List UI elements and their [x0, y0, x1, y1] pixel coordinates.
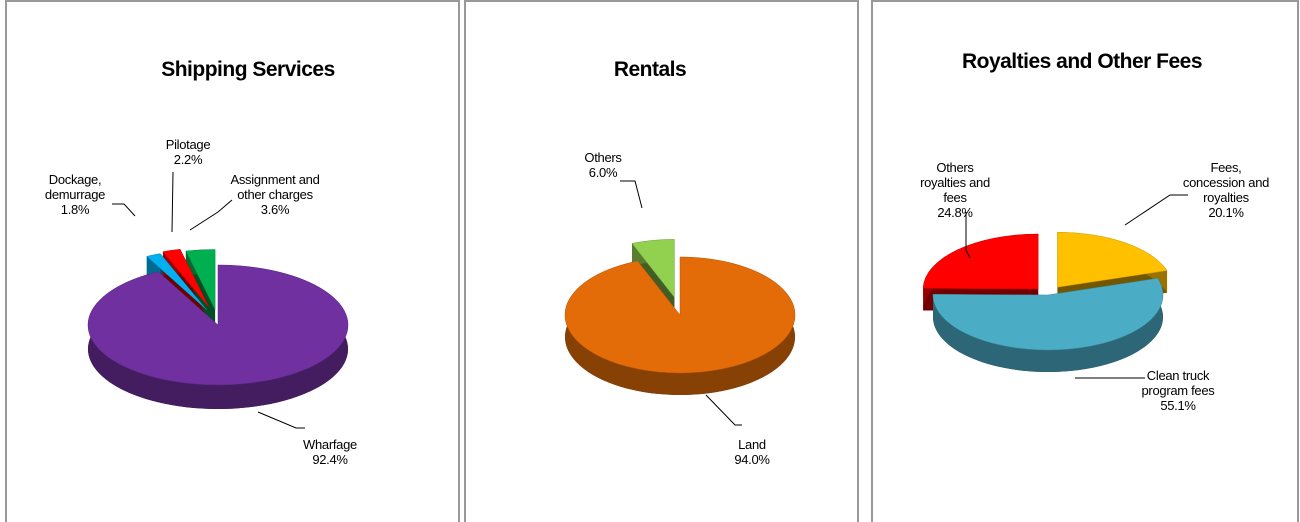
slice	[932, 278, 1164, 351]
data-label: Others 6.0%	[568, 150, 638, 180]
slice	[631, 239, 675, 299]
category-label: Wharfage	[303, 437, 357, 452]
data-label: Others royalties and fees 24.8%	[915, 160, 995, 220]
category-label: Dockage, demurrage	[44, 172, 106, 202]
category-label: Others	[584, 150, 622, 165]
panel	[5, 0, 460, 522]
leader-line	[620, 180, 643, 209]
leader-line	[257, 411, 305, 429]
value-label: 3.6%	[260, 202, 290, 217]
data-label: Clean truck program fees 55.1%	[1133, 368, 1223, 413]
value-label: 94.0%	[734, 452, 770, 467]
value-label: 6.0%	[588, 165, 618, 180]
chart-title: Rentals	[613, 58, 687, 81]
panel	[871, 0, 1299, 522]
slice	[564, 256, 796, 374]
value-label: 55.1%	[1160, 398, 1196, 413]
value-label: 20.1%	[1208, 205, 1244, 220]
slice	[185, 249, 216, 310]
slice	[146, 253, 207, 310]
leader-line	[965, 212, 971, 259]
data-label: Wharfage 92.4%	[290, 437, 370, 467]
leader-line	[189, 199, 233, 231]
value-label: 24.8%	[937, 205, 973, 220]
value-label: 92.4%	[312, 452, 348, 467]
panel	[464, 0, 859, 522]
leader-line	[112, 203, 136, 217]
category-label: Others royalties and fees	[920, 160, 990, 205]
data-label: Fees, concession and royalties 20.1%	[1181, 160, 1271, 220]
slice	[162, 249, 210, 308]
value-label: 1.8%	[60, 202, 90, 217]
slice	[922, 233, 1039, 290]
leader-line	[1124, 194, 1188, 226]
data-label: Assignment and other charges 3.6%	[230, 172, 320, 217]
category-label: Land	[738, 437, 766, 452]
slice	[1057, 232, 1168, 288]
chart-title: Shipping Services	[161, 58, 335, 81]
value-label: 2.2%	[173, 152, 203, 167]
leader-line	[705, 394, 742, 426]
data-label: Land 94.0%	[722, 437, 782, 467]
slice	[87, 264, 349, 386]
category-label: Clean truck program fees	[1141, 368, 1215, 398]
data-label: Dockage, demurrage 1.8%	[30, 172, 120, 217]
chart-title: Royalties and Other Fees	[961, 50, 1203, 73]
data-label: Pilotage 2.2%	[148, 137, 228, 167]
category-label: Assignment and other charges	[230, 172, 320, 202]
slice-side	[933, 278, 1163, 372]
category-label: Pilotage	[165, 137, 211, 152]
leader-line	[171, 171, 174, 233]
category-label: Fees, concession and royalties	[1182, 160, 1270, 205]
